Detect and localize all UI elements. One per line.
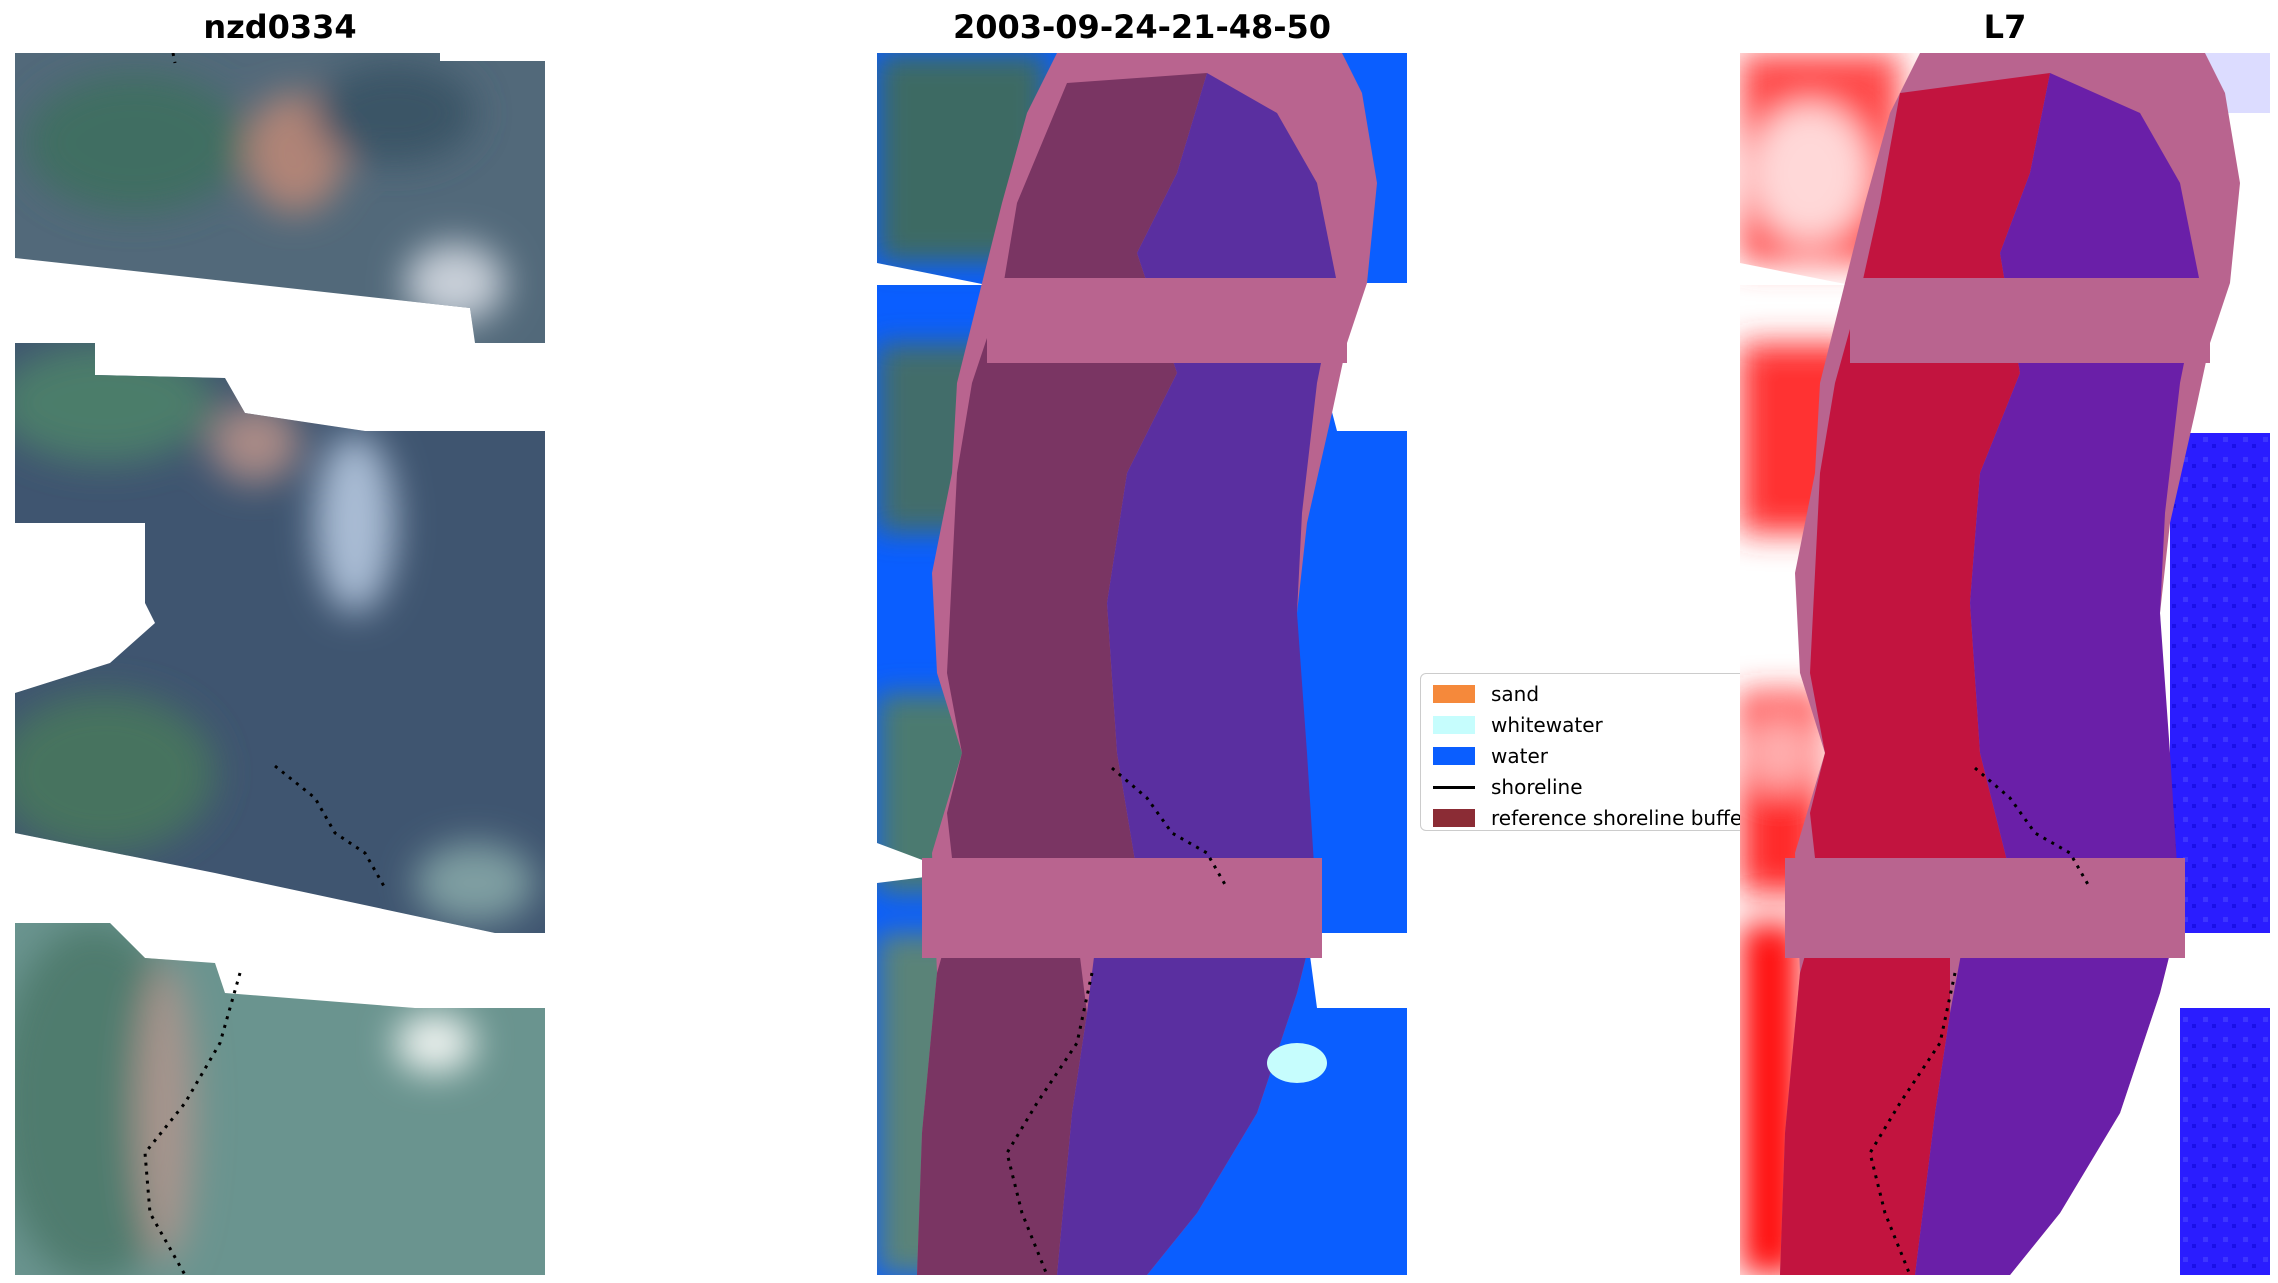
land-class-area: [917, 73, 1207, 1275]
panel-title-classified: 2003-09-24-21-48-50: [952, 8, 1332, 46]
legend: sand whitewater water shoreline referenc…: [1420, 673, 1770, 831]
legend-swatch-water: [1433, 747, 1475, 765]
index-water-right: [2070, 53, 2270, 1275]
index-image-panel: [1740, 53, 2270, 1275]
index-water-in-buffer-area: [1915, 73, 2200, 1275]
legend-swatch-reference-buffer: [1433, 809, 1475, 827]
white-gap-1: [877, 263, 987, 285]
panel-title-rgb: nzd0334: [203, 8, 357, 46]
white-gap-3: [877, 843, 1407, 1008]
legend-swatch-sand: [1433, 685, 1475, 703]
classified-image-panel: [877, 53, 1407, 1275]
legend-label: sand: [1491, 682, 1540, 706]
rgb-tile-middle: [15, 343, 545, 933]
index-buffer-band-lower: [1785, 858, 2185, 958]
rgb-tile-bottom: [15, 923, 545, 1275]
rgb-image-panel: [15, 53, 545, 1275]
legend-label: reference shoreline buffer: [1491, 806, 1751, 830]
legend-swatch-whitewater: [1433, 716, 1475, 734]
legend-item-sand: sand: [1433, 680, 1539, 708]
buffer-band-upper: [987, 278, 1347, 363]
panel-title-index: L7: [1983, 8, 2027, 46]
legend-item-whitewater: whitewater: [1433, 711, 1603, 739]
index-buffer-band-upper: [1850, 278, 2210, 363]
whitewater-class-area: [1267, 1043, 1327, 1083]
index-shoreline: [1868, 766, 2092, 1275]
rgb-tile-top: [15, 53, 545, 343]
water-in-buffer-area: [1057, 73, 1337, 1275]
legend-line-shoreline: [1433, 785, 1475, 789]
legend-item-shoreline: shoreline: [1433, 773, 1583, 801]
legend-label: shoreline: [1491, 775, 1583, 799]
legend-label: water: [1491, 744, 1548, 768]
index-gap-1: [1740, 263, 1850, 285]
rgb-shoreline: [143, 53, 387, 1275]
legend-item-reference-buffer: reference shoreline buffer: [1433, 804, 1751, 830]
buffer-band-lower: [922, 858, 1322, 958]
classified-shoreline: [1005, 766, 1229, 1275]
legend-item-water: water: [1433, 742, 1548, 770]
index-land-area: [1780, 73, 2050, 1275]
legend-label: whitewater: [1491, 713, 1603, 737]
